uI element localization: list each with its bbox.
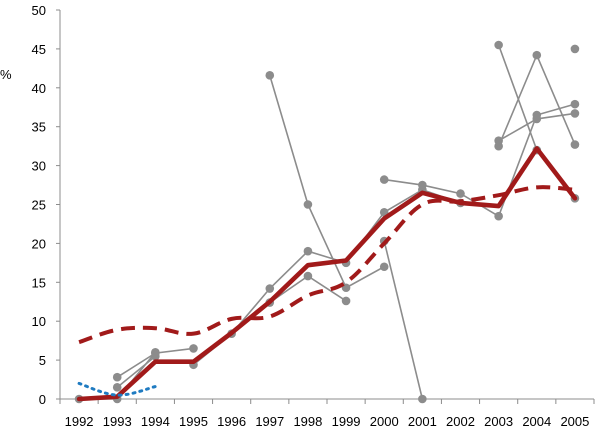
data-point-marker — [341, 296, 351, 306]
y-axis-label: % — [0, 67, 12, 82]
x-tick-label: 2004 — [522, 414, 551, 429]
x-tick-label: 2005 — [560, 414, 589, 429]
y-tick-labels: 0 5 10 15 20 25 30 35 40 45 50 — [32, 3, 60, 407]
data-point-marker — [303, 246, 313, 256]
data-point-marker — [494, 141, 503, 151]
highlight-series-group — [76, 146, 578, 402]
data-point-marker — [418, 180, 427, 190]
gray-series-7 — [265, 271, 351, 307]
x-tick-label: 1997 — [255, 414, 284, 429]
x-tick-label: 1995 — [179, 414, 208, 429]
x-tick-label: 1999 — [332, 414, 361, 429]
series-line — [269, 75, 385, 289]
data-point-marker — [265, 71, 275, 80]
data-point-marker — [494, 211, 503, 221]
gray-series-13 — [494, 50, 580, 151]
x-tick-label: 2001 — [408, 414, 437, 429]
data-point-marker — [532, 114, 542, 124]
x-tick-label: 1993 — [103, 414, 132, 429]
x-tick-label: 2003 — [484, 414, 513, 429]
y-tick-label: 35 — [32, 120, 46, 135]
y-tick-label: 15 — [32, 275, 46, 290]
gray-series-group — [74, 40, 580, 404]
x-tick-label: 1992 — [65, 414, 94, 429]
data-point-marker — [112, 372, 122, 382]
series-line — [497, 53, 576, 147]
data-point-marker — [570, 109, 580, 118]
data-point-marker — [418, 394, 427, 404]
x-tick-label: 1998 — [293, 414, 322, 429]
y-tick-label: 5 — [39, 353, 46, 368]
y-tick-label: 10 — [32, 314, 46, 329]
data-point-marker — [379, 262, 389, 272]
gray-series-8 — [265, 71, 389, 293]
x-tick-label: 1996 — [217, 414, 246, 429]
series-line — [383, 240, 424, 400]
data-point-marker — [151, 348, 160, 358]
data-point-marker — [570, 99, 580, 109]
mean-series-solid — [76, 146, 578, 402]
y-tick-label: 25 — [32, 198, 46, 213]
y-tick-label: 45 — [32, 42, 46, 57]
series-line — [116, 355, 156, 388]
series-line — [76, 146, 578, 402]
series-line — [192, 188, 461, 366]
axes — [59, 10, 594, 400]
series-dotted — [77, 381, 157, 397]
gray-series-5 — [112, 344, 198, 382]
data-point-marker — [189, 344, 198, 353]
y-tick-label: 50 — [32, 3, 46, 18]
x-tick-label: 2002 — [446, 414, 475, 429]
y-tick-label: 0 — [39, 392, 46, 407]
gray-series-4 — [112, 351, 160, 392]
y-tick-label: 20 — [32, 236, 46, 251]
data-point-marker — [570, 140, 580, 149]
x-tick-labels: 1992 1993 1994 1995 1996 1997 1998 1999 2000 2001… — [59, 399, 595, 429]
series-line — [78, 185, 576, 345]
trend-series-dashed — [78, 185, 576, 345]
x-tick-label: 1994 — [141, 414, 170, 429]
gray-series-14 — [570, 44, 580, 54]
data-point-marker — [570, 44, 580, 54]
data-point-marker — [532, 50, 542, 60]
x-tick-label: 2000 — [370, 414, 399, 429]
data-point-marker — [456, 189, 465, 198]
y-tick-label: 40 — [32, 81, 46, 96]
gray-series-9 — [379, 236, 427, 404]
y-tick-label: 30 — [32, 159, 46, 174]
data-point-marker — [379, 175, 389, 184]
gray-series-6 — [189, 185, 465, 370]
data-point-marker — [494, 40, 503, 50]
data-point-marker — [303, 200, 313, 209]
series-line — [77, 381, 157, 397]
data-point-marker — [265, 284, 275, 293]
data-point-marker — [112, 383, 122, 392]
data-point-marker — [303, 271, 313, 281]
